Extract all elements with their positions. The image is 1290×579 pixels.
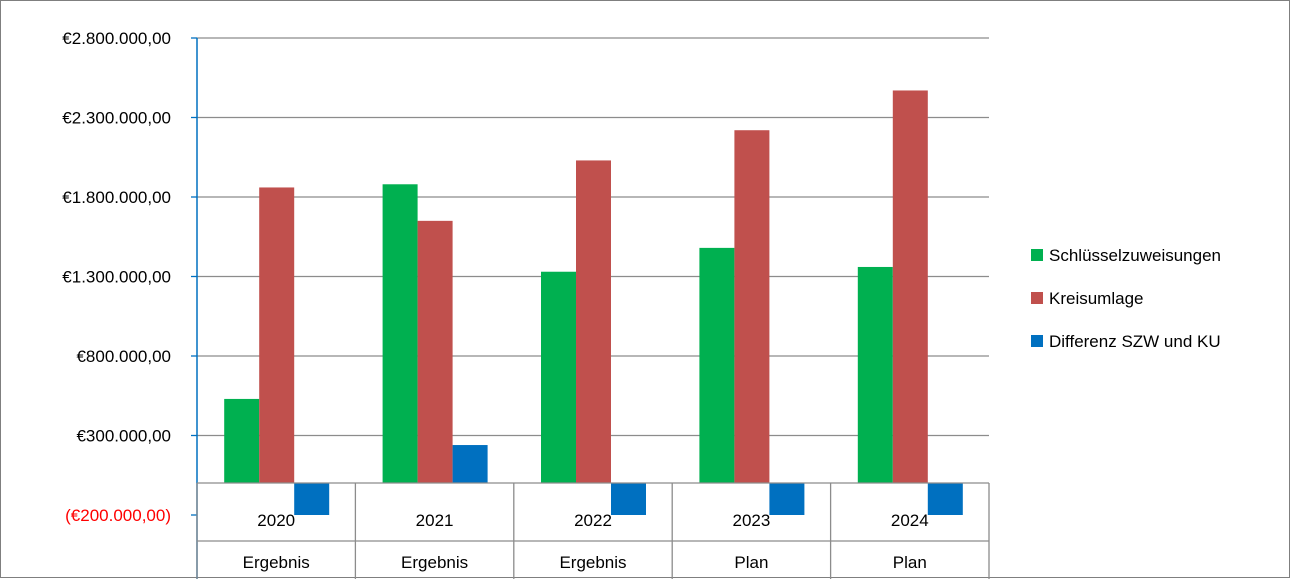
bar-kreisumlage-2021 bbox=[417, 220, 453, 483]
bar-differenz-szw-und-ku-2020 bbox=[294, 483, 330, 515]
legend-label: Schlüsselzuweisungen bbox=[1049, 246, 1221, 265]
legend-label: Differenz SZW und KU bbox=[1049, 332, 1221, 351]
legend-swatch bbox=[1031, 249, 1043, 261]
y-tick-label: €800.000,00 bbox=[76, 347, 171, 366]
category-group-label: Ergebnis bbox=[559, 553, 626, 572]
bar-schl-sselzuweisungen-2023 bbox=[699, 247, 735, 483]
bar-schl-sselzuweisungen-2020 bbox=[224, 398, 260, 483]
category-group-label: Plan bbox=[734, 553, 768, 572]
bar-differenz-szw-und-ku-2024 bbox=[927, 483, 963, 515]
bar-schl-sselzuweisungen-2024 bbox=[857, 266, 893, 483]
bars bbox=[224, 90, 963, 515]
legend: Schlüsselzuweisungen Kreisumlage Differenz… bbox=[1031, 246, 1221, 351]
category-group-label: Plan bbox=[893, 553, 927, 572]
y-tick-label: €1.300.000,00 bbox=[62, 268, 171, 287]
bar-kreisumlage-2023 bbox=[734, 130, 770, 483]
legend-label: Kreisumlage bbox=[1049, 289, 1144, 308]
bar-schl-sselzuweisungen-2021 bbox=[382, 184, 418, 483]
category-year-label: 2023 bbox=[732, 511, 770, 530]
bar-kreisumlage-2020 bbox=[259, 187, 295, 483]
y-tick-label: €2.300.000,00 bbox=[62, 109, 171, 128]
bar-differenz-szw-und-ku-2021 bbox=[452, 445, 488, 483]
category-group-label: Ergebnis bbox=[243, 553, 310, 572]
category-year-label: 2024 bbox=[891, 511, 929, 530]
category-year-label: 2022 bbox=[574, 511, 612, 530]
category-year-label: 2021 bbox=[416, 511, 454, 530]
bar-kreisumlage-2022 bbox=[576, 160, 611, 483]
y-tick-label: €300.000,00 bbox=[76, 427, 171, 446]
bar-differenz-szw-und-ku-2023 bbox=[769, 483, 805, 515]
y-tick-label: €2.800.000,00 bbox=[62, 29, 171, 48]
category-year-label: 2020 bbox=[257, 511, 295, 530]
bar-schl-sselzuweisungen-2022 bbox=[541, 271, 576, 483]
legend-swatch bbox=[1031, 335, 1043, 347]
category-group-label: Ergebnis bbox=[401, 553, 468, 572]
axes bbox=[191, 37, 198, 579]
y-tick-label: (€200.000,00) bbox=[65, 506, 171, 525]
category-axis-table: 2020 Ergebnis 2021 Ergebnis 2022 Ergebnis 2023… bbox=[196, 482, 990, 579]
y-tick-labels: €2.800.000,00 €2.300.000,00 €1.800.000,00 €… bbox=[62, 29, 171, 525]
bar-differenz-szw-und-ku-2022 bbox=[611, 483, 646, 515]
bar-kreisumlage-2024 bbox=[892, 90, 928, 483]
y-tick-label: €1.800.000,00 bbox=[62, 188, 171, 207]
legend-swatch bbox=[1031, 292, 1043, 304]
